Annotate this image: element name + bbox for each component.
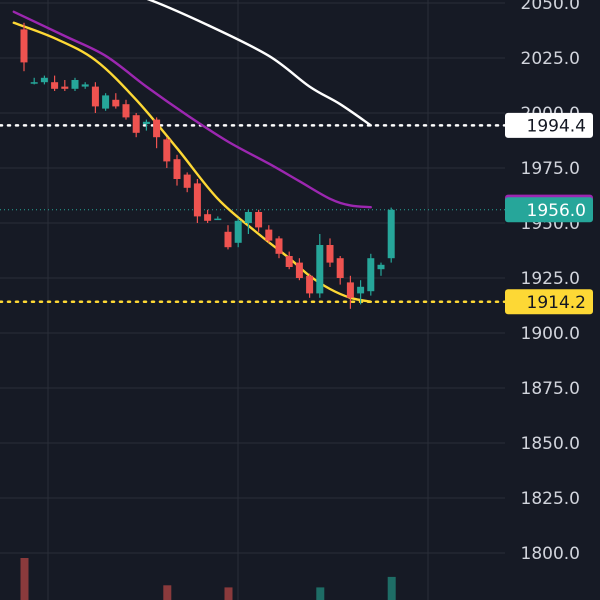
candle-body — [357, 286, 365, 294]
y-tick-label: 1975.0 — [521, 159, 580, 179]
candle-body — [377, 264, 385, 270]
candle-body — [40, 77, 48, 83]
candle-body — [326, 245, 334, 263]
candle-body — [295, 262, 303, 278]
volume-bar — [316, 587, 325, 600]
price-level-lines — [0, 124, 507, 304]
price-badge-3 — [505, 289, 593, 315]
moving-average-lines — [12, 0, 372, 303]
y-tick-label: 1800.0 — [521, 544, 580, 564]
y-tick-label: 1900.0 — [521, 324, 580, 344]
candle-body — [367, 258, 375, 292]
candle-body — [234, 220, 242, 243]
volume-bar — [387, 576, 396, 600]
candle-body — [275, 238, 283, 254]
price-badge-0 — [505, 112, 593, 138]
candle-body — [122, 104, 130, 118]
candle-body — [183, 174, 191, 188]
candle-body — [173, 159, 181, 179]
moving-average-line-0 — [146, 0, 372, 127]
price-badge-label: 1994.4 — [527, 116, 586, 136]
candle-body — [30, 82, 38, 84]
candle-body — [81, 84, 89, 87]
volume-bar — [20, 558, 29, 600]
candle-body — [102, 95, 110, 109]
candle-body — [61, 86, 69, 89]
candle-body — [91, 86, 99, 107]
candle-body — [224, 231, 232, 248]
y-tick-label: 2050.0 — [521, 0, 580, 14]
candle-body — [285, 256, 293, 267]
y-tick-label: 1875.0 — [521, 379, 580, 399]
volume-bars — [20, 558, 396, 600]
candle-body — [132, 115, 140, 133]
candle-body — [163, 139, 171, 162]
grid-layer — [0, 0, 505, 600]
candle-body — [214, 218, 222, 221]
candle-body — [20, 29, 28, 63]
candle-body — [204, 214, 212, 221]
price-badge-label: 1914.2 — [527, 293, 586, 313]
candle-body — [336, 258, 344, 278]
moving-average-line-1 — [12, 10, 372, 209]
y-tick-label: 1925.0 — [521, 269, 580, 289]
candle-body — [193, 183, 201, 217]
candle-body — [387, 209, 395, 259]
price-badge-label: 1956.0 — [527, 201, 586, 221]
candle-body — [142, 121, 150, 124]
y-tick-label: 2025.0 — [521, 49, 580, 69]
price-badge-2 — [505, 197, 593, 223]
candle-body — [265, 229, 273, 241]
candle-body — [306, 275, 314, 294]
candle-body — [346, 282, 354, 298]
candle-body — [153, 119, 161, 138]
candlestick-series — [20, 22, 395, 309]
candle-body — [244, 212, 252, 223]
candle-body — [255, 212, 263, 228]
candle-body — [316, 245, 324, 294]
candle-body — [112, 99, 120, 107]
y-tick-label: 1825.0 — [521, 489, 580, 509]
volume-bar — [163, 585, 172, 600]
volume-bar — [224, 587, 233, 600]
candle-body — [51, 82, 59, 89]
moving-average-line-2 — [12, 21, 372, 303]
y-tick-label: 1850.0 — [521, 434, 580, 454]
candle-body — [71, 80, 79, 89]
